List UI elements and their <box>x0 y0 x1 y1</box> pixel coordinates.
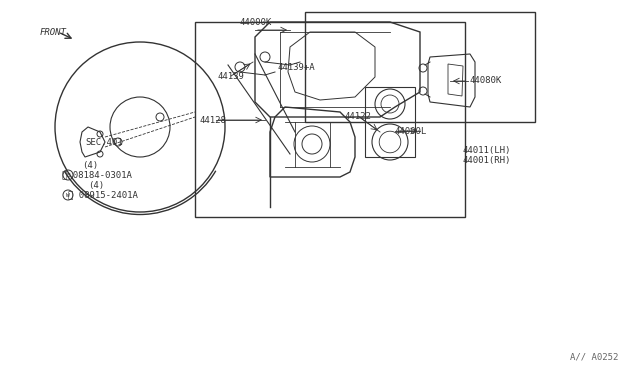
Text: 44139+A: 44139+A <box>278 62 316 71</box>
Text: Ⓑ 08184-0301A: Ⓑ 08184-0301A <box>62 170 132 180</box>
Text: 44139: 44139 <box>218 71 245 80</box>
Text: 44001(RH): 44001(RH) <box>463 155 511 164</box>
Text: 44080K: 44080K <box>470 76 502 84</box>
Text: SEC.401: SEC.401 <box>85 138 123 147</box>
Text: 44000K: 44000K <box>240 17 272 26</box>
Text: 44000L: 44000L <box>395 126 428 135</box>
Text: 44122: 44122 <box>345 112 372 121</box>
Text: (4): (4) <box>82 160 98 170</box>
Bar <box>305 12 535 122</box>
Text: FRONT: FRONT <box>40 28 67 36</box>
Text: 44011(LH): 44011(LH) <box>463 145 511 154</box>
Text: (4): (4) <box>88 180 104 189</box>
Text: A// A0252: A// A0252 <box>570 353 618 362</box>
Text: 44128: 44128 <box>200 115 227 125</box>
Bar <box>365 87 415 157</box>
Bar <box>195 22 465 217</box>
Text: W: W <box>66 192 70 198</box>
Text: B: B <box>66 173 70 177</box>
Text: Ⓝ 08915-2401A: Ⓝ 08915-2401A <box>68 190 138 199</box>
